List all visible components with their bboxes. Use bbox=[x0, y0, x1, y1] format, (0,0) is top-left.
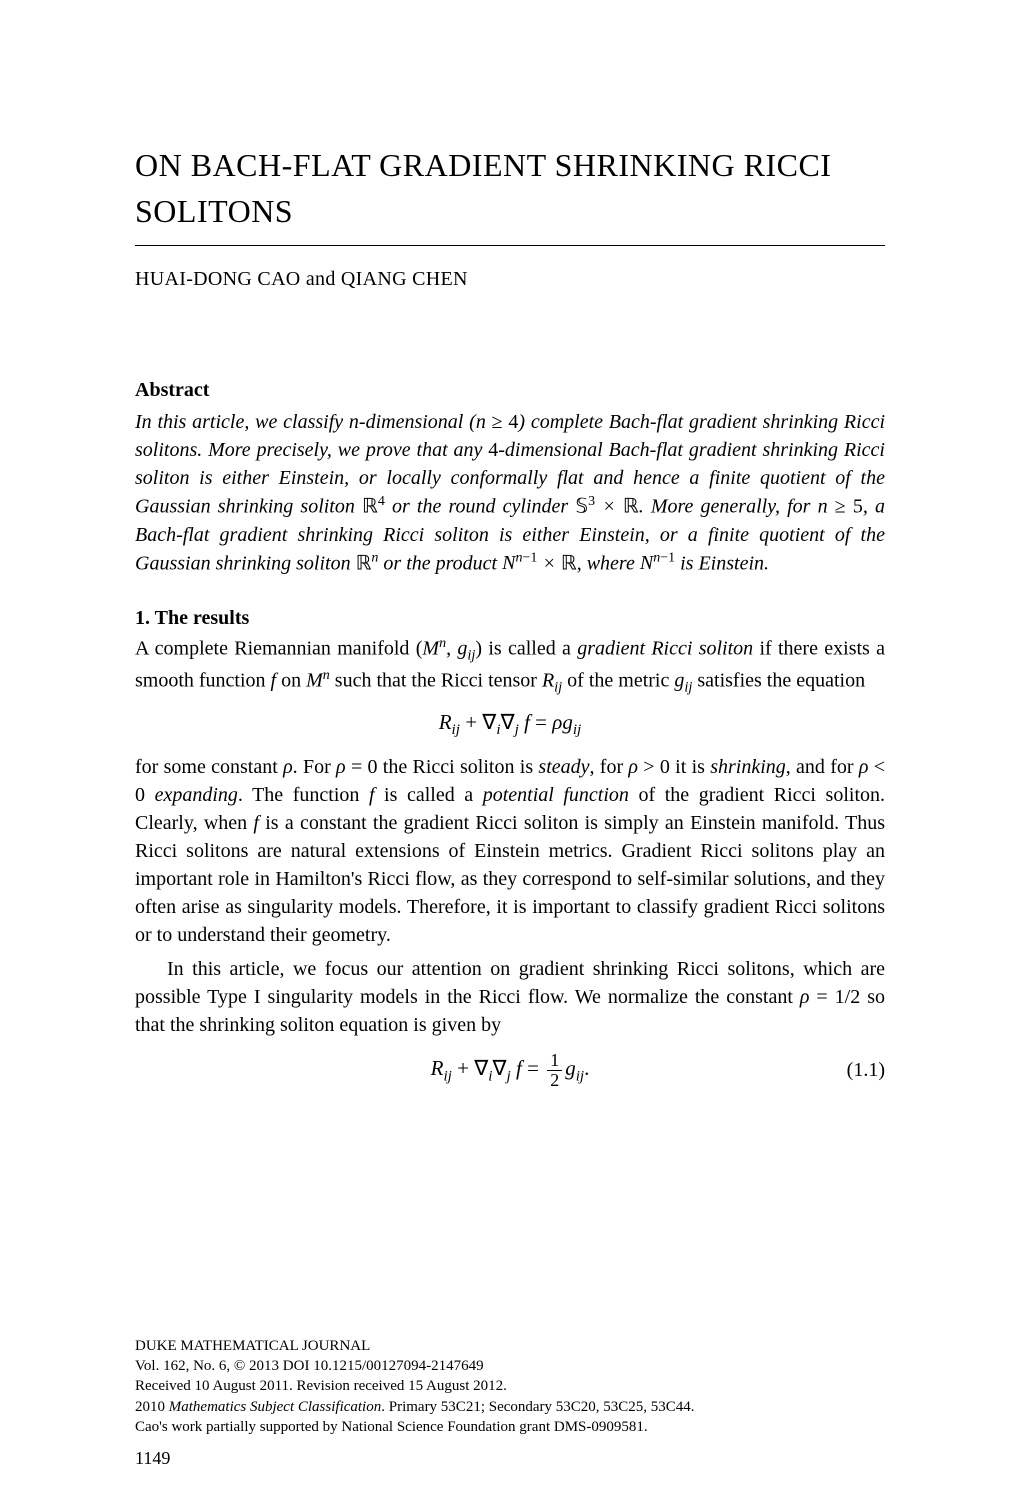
footer-received: Received 10 August 2011. Revision receiv… bbox=[135, 1376, 885, 1396]
abstract-body: In this article, we classify n-dimension… bbox=[135, 408, 885, 577]
paper-title-line-1: ON BACH-FLAT GRADIENT SHRINKING RICCI bbox=[135, 145, 885, 185]
footer-volume-doi: Vol. 162, No. 6, © 2013 DOI 10.1215/0012… bbox=[135, 1356, 885, 1376]
footer-journal: DUKE MATHEMATICAL JOURNAL bbox=[135, 1336, 885, 1356]
authors: HUAI-DONG CAO and QIANG CHEN bbox=[135, 268, 885, 291]
footer-funding: Cao's work partially supported by Nation… bbox=[135, 1417, 885, 1437]
equation-display-1: Rij + ∇i∇j f = ρgij bbox=[135, 710, 885, 739]
section-1-heading: 1. The results bbox=[135, 607, 885, 630]
equation-1-content: Rij + ∇i∇j f = ρgij bbox=[439, 710, 582, 739]
page-number: 1149 bbox=[135, 1448, 170, 1469]
footer-block: DUKE MATHEMATICAL JOURNAL Vol. 162, No. … bbox=[135, 1336, 885, 1437]
footer-msc: 2010 Mathematics Subject Classification.… bbox=[135, 1397, 885, 1417]
equation-2-number: (1.1) bbox=[847, 1059, 885, 1082]
title-rule bbox=[135, 245, 885, 246]
equation-display-2: Rij + ∇i∇j f = 12gij. (1.1) bbox=[135, 1051, 885, 1090]
paragraph-3: In this article, we focus our attention … bbox=[135, 955, 885, 1039]
equation-2-content: Rij + ∇i∇j f = 12gij. bbox=[431, 1051, 590, 1090]
abstract-heading: Abstract bbox=[135, 379, 885, 402]
paragraph-2: for some constant ρ. For ρ = 0 the Ricci… bbox=[135, 753, 885, 949]
paragraph-1: A complete Riemannian manifold (Mn, gij)… bbox=[135, 634, 885, 698]
paper-title-line-2: SOLITONS bbox=[135, 191, 885, 231]
